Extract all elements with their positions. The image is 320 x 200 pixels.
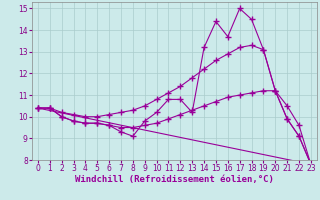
X-axis label: Windchill (Refroidissement éolien,°C): Windchill (Refroidissement éolien,°C) — [75, 175, 274, 184]
